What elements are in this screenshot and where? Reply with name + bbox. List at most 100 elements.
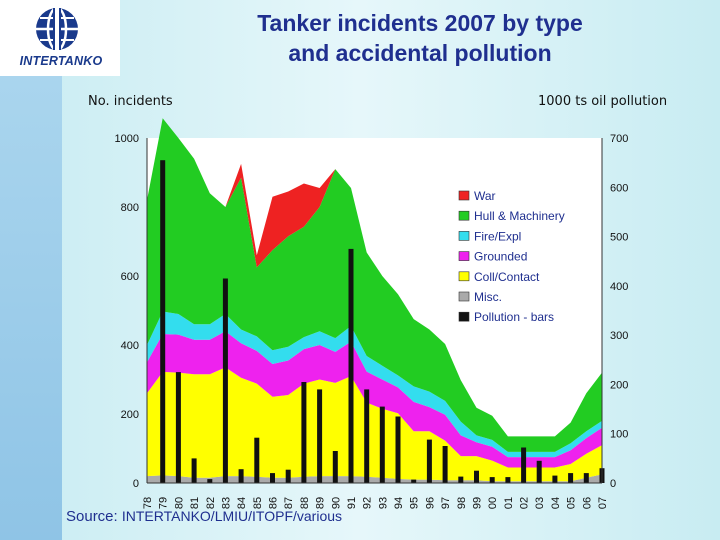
y-left-tick-label: 200 xyxy=(121,409,139,421)
pollution-bar-04 xyxy=(552,475,558,483)
pollution-bar-81 xyxy=(191,458,197,483)
x-tick-label: 93 xyxy=(377,497,389,509)
y-right-tick-label: 200 xyxy=(610,379,628,391)
logo-wordmark: INTERTANKO xyxy=(19,54,103,68)
x-tick-label: 95 xyxy=(409,497,421,509)
pollution-bar-01 xyxy=(505,477,511,483)
pollution-bar-84 xyxy=(238,469,244,483)
x-tick-label: 84 xyxy=(236,497,248,509)
y-left-tick-label: 1000 xyxy=(115,133,139,145)
x-tick-label: 81 xyxy=(189,497,201,509)
x-tick-label: 87 xyxy=(283,497,295,509)
x-tick-label: 82 xyxy=(205,497,217,509)
x-tick-label: 79 xyxy=(158,497,170,509)
legend-label-war: War xyxy=(474,189,496,203)
x-tick-label: 88 xyxy=(299,497,311,509)
y-right-tick-label: 100 xyxy=(610,429,628,441)
pollution-bar-94 xyxy=(395,416,401,483)
y-axis-left-label: No. incidents xyxy=(88,94,173,109)
legend-label-pollution-bars: Pollution - bars xyxy=(474,310,554,324)
pollution-bar-87 xyxy=(285,469,291,483)
pollution-bar-98 xyxy=(458,476,464,483)
x-tick-label: 07 xyxy=(597,497,609,509)
pollution-bar-02 xyxy=(521,447,527,483)
y-right-tick-label: 700 xyxy=(610,133,628,145)
pollution-bar-86 xyxy=(270,473,275,483)
area-grounded xyxy=(147,331,602,468)
pollution-bar-96 xyxy=(426,439,432,483)
area-hull-machinery xyxy=(147,118,602,452)
globe-icon xyxy=(36,6,78,52)
pollution-bar-99 xyxy=(474,470,479,483)
title-line-1: Tanker incidents 2007 by type xyxy=(257,10,583,36)
legend-swatch-coll-contact xyxy=(458,271,470,282)
page-title: Tanker incidents 2007 by type and accide… xyxy=(180,8,660,68)
pollution-bar-88 xyxy=(301,382,307,483)
x-tick-label: 80 xyxy=(173,497,185,509)
pollution-bar-95 xyxy=(411,479,417,483)
pollution-bar-90 xyxy=(332,451,338,483)
legend-label-fire-expl: Fire/Expl xyxy=(474,229,521,243)
legend-label-misc: Misc. xyxy=(474,290,502,304)
pollution-bar-06 xyxy=(583,473,589,483)
x-tick-label: 91 xyxy=(346,497,358,509)
pollution-bar-03 xyxy=(536,460,542,483)
pollution-bar-92 xyxy=(364,389,370,483)
x-tick-label: 86 xyxy=(268,497,280,509)
pollution-bar-00 xyxy=(489,477,495,483)
y-left-tick-label: 400 xyxy=(121,340,139,352)
pollution-bar-85 xyxy=(254,437,260,483)
y-left-tick-label: 800 xyxy=(121,202,139,214)
y-right-tick-label: 300 xyxy=(610,330,628,342)
source-text: INTERTANKO/LMIU/ITOPF/various xyxy=(121,508,343,524)
pollution-bar-89 xyxy=(317,389,323,483)
legend-label-grounded: Grounded xyxy=(474,250,527,264)
y-left-tick-label: 600 xyxy=(121,271,139,283)
x-tick-label: 00 xyxy=(487,497,499,509)
pollution-bar-91 xyxy=(348,248,354,483)
pollution-bar-80 xyxy=(175,372,181,483)
source-note: Source: INTERTANKO/LMIU/ITOPF/various xyxy=(66,508,342,525)
source-prefix: Source: xyxy=(66,508,118,525)
pollution-bar-05 xyxy=(568,473,574,483)
intertanko-logo: INTERTANKO xyxy=(0,0,120,76)
legend-swatch-misc xyxy=(458,291,470,302)
y-right-tick-label: 500 xyxy=(610,232,628,244)
x-tick-label: 85 xyxy=(252,497,264,509)
y-left-tick-label: 0 xyxy=(133,478,139,490)
legend-label-hull-machinery: Hull & Machinery xyxy=(474,209,565,223)
x-tick-label: 03 xyxy=(534,497,546,509)
pollution-bar-79 xyxy=(160,160,166,483)
x-tick-label: 98 xyxy=(456,497,468,509)
x-tick-label: 78 xyxy=(142,497,154,509)
pollution-bar-97 xyxy=(442,446,448,483)
left-decor-band xyxy=(0,0,62,540)
pollution-bar-93 xyxy=(379,406,385,483)
y-right-tick-label: 400 xyxy=(610,281,628,293)
x-tick-label: 92 xyxy=(362,497,374,509)
x-tick-label: 04 xyxy=(550,497,562,509)
legend-swatch-war xyxy=(458,190,470,201)
x-tick-label: 89 xyxy=(315,497,327,509)
x-tick-label: 97 xyxy=(440,497,452,509)
title-line-2: and accidental pollution xyxy=(288,40,552,66)
legend-label-coll-contact: Coll/Contact xyxy=(474,270,540,284)
y-axis-right-label: 1000 ts oil pollution xyxy=(538,94,668,109)
pollution-bar-82 xyxy=(207,479,213,483)
y-right-tick-label: 0 xyxy=(610,478,616,490)
pollution-bar-83 xyxy=(222,278,228,483)
y-right-tick-label: 600 xyxy=(610,182,628,194)
x-tick-label: 05 xyxy=(566,497,578,509)
legend-swatch-pollution-bars xyxy=(458,311,470,322)
legend-swatch-fire-expl xyxy=(458,231,470,241)
area-coll-contact xyxy=(147,367,602,482)
x-tick-label: 99 xyxy=(471,497,483,509)
x-tick-label: 02 xyxy=(519,497,531,509)
area-misc xyxy=(147,474,602,483)
legend-swatch-hull-machinery xyxy=(458,210,470,221)
x-tick-label: 06 xyxy=(581,497,593,509)
x-tick-label: 94 xyxy=(393,497,405,509)
x-tick-label: 01 xyxy=(503,497,515,509)
area-fire-expl xyxy=(147,311,602,458)
